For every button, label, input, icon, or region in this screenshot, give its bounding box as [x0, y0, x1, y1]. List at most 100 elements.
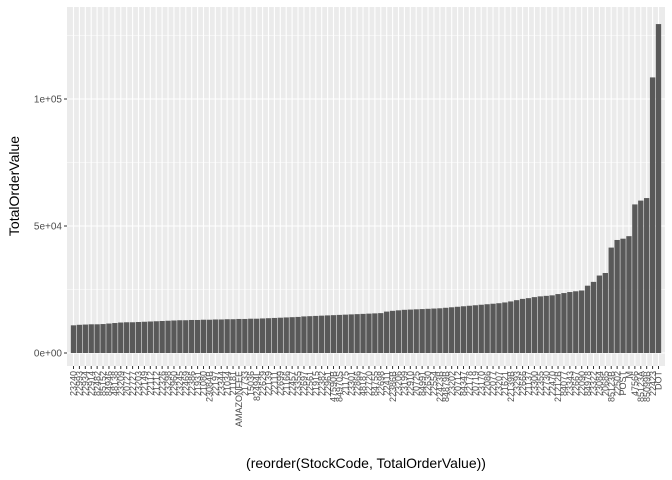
x-tick-label: 23301: [346, 371, 356, 396]
x-tick-label: 22386B: [388, 371, 398, 402]
x-tick-label: 22561: [305, 371, 315, 396]
x-tick-label: 22112: [146, 371, 156, 395]
x-tick-label: 22111: [270, 371, 280, 395]
bar: [153, 321, 159, 354]
bar: [431, 308, 437, 354]
x-tick-label: 21080: [199, 371, 209, 396]
bar: [555, 294, 561, 354]
x-tick-label: 21175: [341, 371, 351, 395]
bar: [224, 319, 230, 354]
bar: [289, 317, 295, 354]
bar: [135, 322, 142, 354]
bar: [537, 296, 543, 354]
bar: [118, 322, 124, 354]
x-tick-label: 85123A: [636, 371, 646, 402]
x-tick-label: 84347: [459, 371, 469, 396]
x-tick-label: 21733: [240, 371, 250, 396]
bar: [165, 320, 171, 354]
x-tick-label: 21181: [228, 371, 238, 395]
bar: [277, 317, 283, 354]
x-tick-label: 22910: [406, 371, 416, 396]
x-tick-label: DOT: [654, 371, 664, 391]
x-tick-label: 22423: [648, 371, 658, 396]
x-tick-label: 22666: [518, 371, 528, 396]
bar: [472, 305, 478, 354]
x-tick-label: AMAZONFEE: [234, 371, 244, 427]
bar: [496, 303, 502, 354]
x-tick-label: 23344: [216, 371, 226, 396]
x-tick-label: 84970S: [335, 371, 345, 402]
x-tick-label: 22469: [181, 371, 191, 396]
x-tick-label: 22411: [382, 371, 392, 395]
x-tick-label: 22139B: [506, 371, 516, 402]
x-tick-label: 23245: [175, 371, 185, 396]
bar: [425, 308, 431, 354]
bar: [330, 315, 337, 354]
x-tick-label: 21931: [193, 371, 203, 396]
bar: [567, 292, 573, 354]
bar: [644, 198, 650, 354]
x-tick-label: 23084B: [205, 371, 215, 402]
x-tick-label: 20719: [471, 371, 481, 396]
bar: [449, 307, 455, 354]
bar: [378, 313, 384, 354]
x-tick-label: 22355: [536, 371, 546, 396]
bar: [324, 315, 331, 354]
x-tick-label: 82494L: [252, 371, 262, 401]
bar: [484, 304, 490, 354]
x-tick-label: 22720: [364, 371, 374, 396]
bar: [443, 307, 449, 354]
bar: [183, 320, 189, 354]
bar: [372, 313, 378, 354]
x-tick-label: 22961: [323, 371, 333, 396]
x-tick-label: 23343: [565, 371, 575, 396]
x-tick-label: 82482: [92, 371, 102, 396]
x-tick-label: 22457: [287, 371, 297, 396]
x-axis-title: (reorder(StockCode, TotalOrderValue)): [246, 455, 486, 471]
bar: [194, 319, 201, 354]
bar: [608, 247, 614, 354]
bar: [236, 318, 242, 354]
x-tick-label: 22993: [75, 371, 85, 396]
x-tick-label: 85123B: [606, 371, 616, 402]
bar: [614, 239, 620, 354]
x-tick-label: 21915: [311, 371, 321, 396]
x-tick-label: 22960: [169, 371, 179, 396]
y-tick-label: 1e+05: [34, 94, 63, 105]
bar: [573, 291, 579, 354]
bar: [519, 298, 526, 354]
x-tick-label: 23170: [476, 371, 486, 396]
y-axis-title: TotalOrderValue: [6, 136, 22, 236]
bar: [141, 321, 148, 354]
bar: [218, 319, 224, 354]
x-tick-label: 22866: [352, 371, 362, 396]
x-tick-label: 84077: [559, 371, 569, 396]
x-tick-label: 22086: [482, 371, 492, 396]
x-tick-label: 22178: [465, 371, 475, 396]
bar: [248, 318, 254, 354]
x-tick-label: 21137: [524, 371, 534, 395]
x-tick-label: 22090: [577, 371, 587, 396]
x-tick-label: 20712: [453, 371, 463, 396]
bar: [626, 236, 632, 354]
bar: [271, 317, 278, 354]
x-tick-label: 20725: [411, 371, 421, 396]
bar: [407, 309, 413, 354]
bar: [579, 290, 585, 354]
bar: [413, 309, 419, 354]
x-tick-label: 22630: [423, 371, 433, 396]
x-tick-label: 22727: [128, 371, 138, 396]
x-tick-label: 20727: [122, 371, 132, 396]
bar: [590, 281, 597, 354]
x-tick-label: 47590B: [329, 371, 339, 402]
x-tick-label: 85099B: [642, 371, 652, 402]
bar: [584, 285, 591, 354]
x-tick-label: 22423B: [435, 371, 445, 402]
bar: [76, 324, 83, 354]
bar: [596, 275, 603, 354]
x-tick-label: 84946: [104, 371, 114, 396]
x-tick-label: 15036: [246, 371, 256, 396]
x-tick-label: 22730: [541, 371, 551, 396]
bar: [620, 238, 626, 354]
bar: [171, 320, 177, 354]
